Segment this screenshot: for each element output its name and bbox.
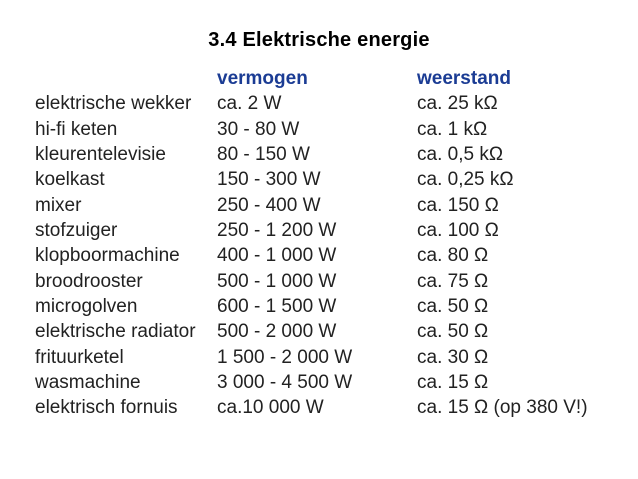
power-value: 150 - 300 W bbox=[217, 169, 321, 191]
appliance-name: hi-fi keten bbox=[35, 118, 118, 140]
table-row: koelkast 150 - 300 W ca. 0,25 kΩ bbox=[35, 167, 638, 192]
appliance-name: microgolven bbox=[35, 296, 138, 318]
table-row: klopboormachine 400 - 1 000 W ca. 80 Ω bbox=[35, 243, 638, 268]
page-title: 3.4 Elektrische energie bbox=[208, 29, 430, 51]
energy-table: vermogen weerstand elektrische wekker ca… bbox=[0, 66, 638, 421]
resistance-value: ca. 15 Ω (op 380 V!) bbox=[417, 397, 588, 419]
table-row: elektrisch fornuis ca.10 000 W ca. 15 Ω … bbox=[35, 395, 638, 420]
resistance-value: ca. 0,25 kΩ bbox=[417, 169, 514, 191]
table-row: elektrische wekker ca. 2 W ca. 25 kΩ bbox=[35, 91, 638, 116]
appliance-name: kleurentelevisie bbox=[35, 144, 166, 166]
power-value: ca.10 000 W bbox=[217, 397, 324, 419]
appliance-name: mixer bbox=[35, 194, 82, 216]
appliance-name: wasmachine bbox=[35, 372, 141, 394]
table-row: broodrooster 500 - 1 000 W ca. 75 Ω bbox=[35, 269, 638, 294]
table-row: mixer 250 - 400 W ca. 150 Ω bbox=[35, 193, 638, 218]
resistance-value: ca. 0,5 kΩ bbox=[417, 144, 504, 166]
table-row: stofzuiger 250 - 1 200 W ca. 100 Ω bbox=[35, 218, 638, 243]
resistance-value: ca. 75 Ω bbox=[417, 270, 489, 292]
table-row: elektrische radiator 500 - 2 000 W ca. 5… bbox=[35, 319, 638, 344]
power-value: 500 - 2 000 W bbox=[217, 321, 337, 343]
resistance-value: ca. 50 Ω bbox=[417, 296, 489, 318]
resistance-value: ca. 50 Ω bbox=[417, 321, 489, 343]
table-row: hi-fi keten 30 - 80 W ca. 1 kΩ bbox=[35, 117, 638, 142]
appliance-name: elektrische radiator bbox=[35, 321, 196, 343]
power-value: 600 - 1 500 W bbox=[217, 296, 337, 318]
table-row: microgolven 600 - 1 500 W ca. 50 Ω bbox=[35, 294, 638, 319]
power-value: 250 - 400 W bbox=[217, 194, 321, 216]
appliance-name: elektrisch fornuis bbox=[35, 397, 178, 419]
power-value: 500 - 1 000 W bbox=[217, 270, 337, 292]
appliance-name: klopboormachine bbox=[35, 245, 180, 267]
table-row: frituurketel 1 500 - 2 000 W ca. 30 Ω bbox=[35, 345, 638, 370]
power-value: 30 - 80 W bbox=[217, 118, 300, 140]
resistance-value: ca. 150 Ω bbox=[417, 194, 499, 216]
appliance-name: elektrische wekker bbox=[35, 93, 192, 115]
appliance-name: frituurketel bbox=[35, 346, 124, 368]
header-weerstand: weerstand bbox=[417, 68, 511, 89]
resistance-value: ca. 25 kΩ bbox=[417, 93, 498, 115]
power-value: 3 000 - 4 500 W bbox=[217, 372, 353, 394]
power-value: ca. 2 W bbox=[217, 93, 282, 115]
power-value: 80 - 150 W bbox=[217, 144, 310, 166]
table-header-row: vermogen weerstand bbox=[35, 66, 638, 91]
resistance-value: ca. 80 Ω bbox=[417, 245, 489, 267]
power-value: 250 - 1 200 W bbox=[217, 220, 337, 242]
resistance-value: ca. 1 kΩ bbox=[417, 118, 488, 140]
power-value: 1 500 - 2 000 W bbox=[217, 346, 353, 368]
appliance-name: broodrooster bbox=[35, 270, 143, 292]
resistance-value: ca. 100 Ω bbox=[417, 220, 499, 242]
table-body: elektrische wekker ca. 2 W ca. 25 kΩ hi-… bbox=[35, 91, 638, 420]
appliance-name: stofzuiger bbox=[35, 220, 118, 242]
power-value: 400 - 1 000 W bbox=[217, 245, 337, 267]
resistance-value: ca. 30 Ω bbox=[417, 346, 489, 368]
header-vermogen: vermogen bbox=[217, 68, 308, 89]
table-row: kleurentelevisie 80 - 150 W ca. 0,5 kΩ bbox=[35, 142, 638, 167]
header-appliance bbox=[35, 66, 217, 91]
appliance-name: koelkast bbox=[35, 169, 105, 191]
table-row: wasmachine 3 000 - 4 500 W ca. 15 Ω bbox=[35, 370, 638, 395]
resistance-value: ca. 15 Ω bbox=[417, 372, 489, 394]
